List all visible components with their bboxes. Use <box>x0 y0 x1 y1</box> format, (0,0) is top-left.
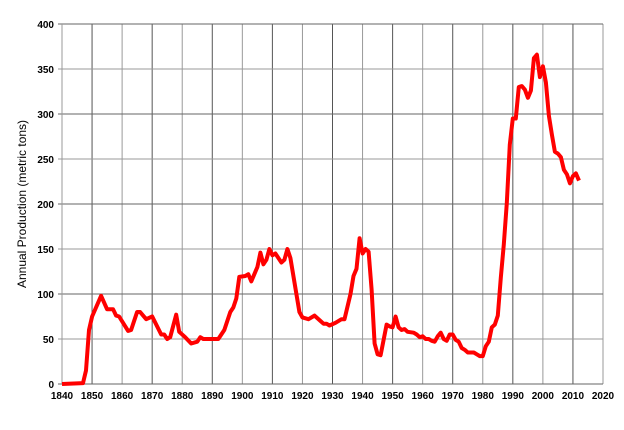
x-tick-label: 1960 <box>412 391 435 402</box>
y-tick-label: 100 <box>37 290 54 301</box>
x-axis: 1840 1850 1860 1870 1880 1890 1900 1910 1920 1930… <box>51 391 615 402</box>
y-tick-label: 0 <box>48 380 54 391</box>
series-line <box>61 52 581 386</box>
x-tick-label: 1950 <box>381 391 404 402</box>
x-tick-label: 2010 <box>562 391 585 402</box>
x-tick-label: 1940 <box>351 391 374 402</box>
x-tick-label: 1890 <box>201 391 224 402</box>
x-tick-label: 1880 <box>171 391 194 402</box>
x-tick-label: 1850 <box>81 391 104 402</box>
y-tick-label: 150 <box>37 245 54 256</box>
x-tick-label: 1840 <box>51 391 74 402</box>
y-tick-label: 250 <box>37 155 54 166</box>
y-tick-label: 350 <box>37 65 54 76</box>
x-tick-label: 1860 <box>111 391 134 402</box>
x-tick-label: 1920 <box>291 391 314 402</box>
y-tick-label: 300 <box>37 110 54 121</box>
x-tick-label: 1930 <box>321 391 344 402</box>
x-tick-label: 2020 <box>592 391 615 402</box>
y-tick-label: 400 <box>37 20 54 31</box>
x-tick-label: 1910 <box>261 391 284 402</box>
x-tick-label: 1990 <box>502 391 525 402</box>
y-tick-label: 200 <box>37 200 54 211</box>
x-tick-label: 1980 <box>472 391 495 402</box>
x-tick-label: 1870 <box>141 391 164 402</box>
y-axis: 0 50 100 150 200 250 300 350 400 <box>37 20 54 391</box>
x-tick-label: 1970 <box>442 391 465 402</box>
grid <box>58 23 604 385</box>
x-tick-label: 1900 <box>231 391 254 402</box>
y-axis-label: Annual Production (metric tons) <box>15 120 29 288</box>
y-tick-label: 50 <box>43 335 55 346</box>
x-tick-label: 2000 <box>532 391 555 402</box>
